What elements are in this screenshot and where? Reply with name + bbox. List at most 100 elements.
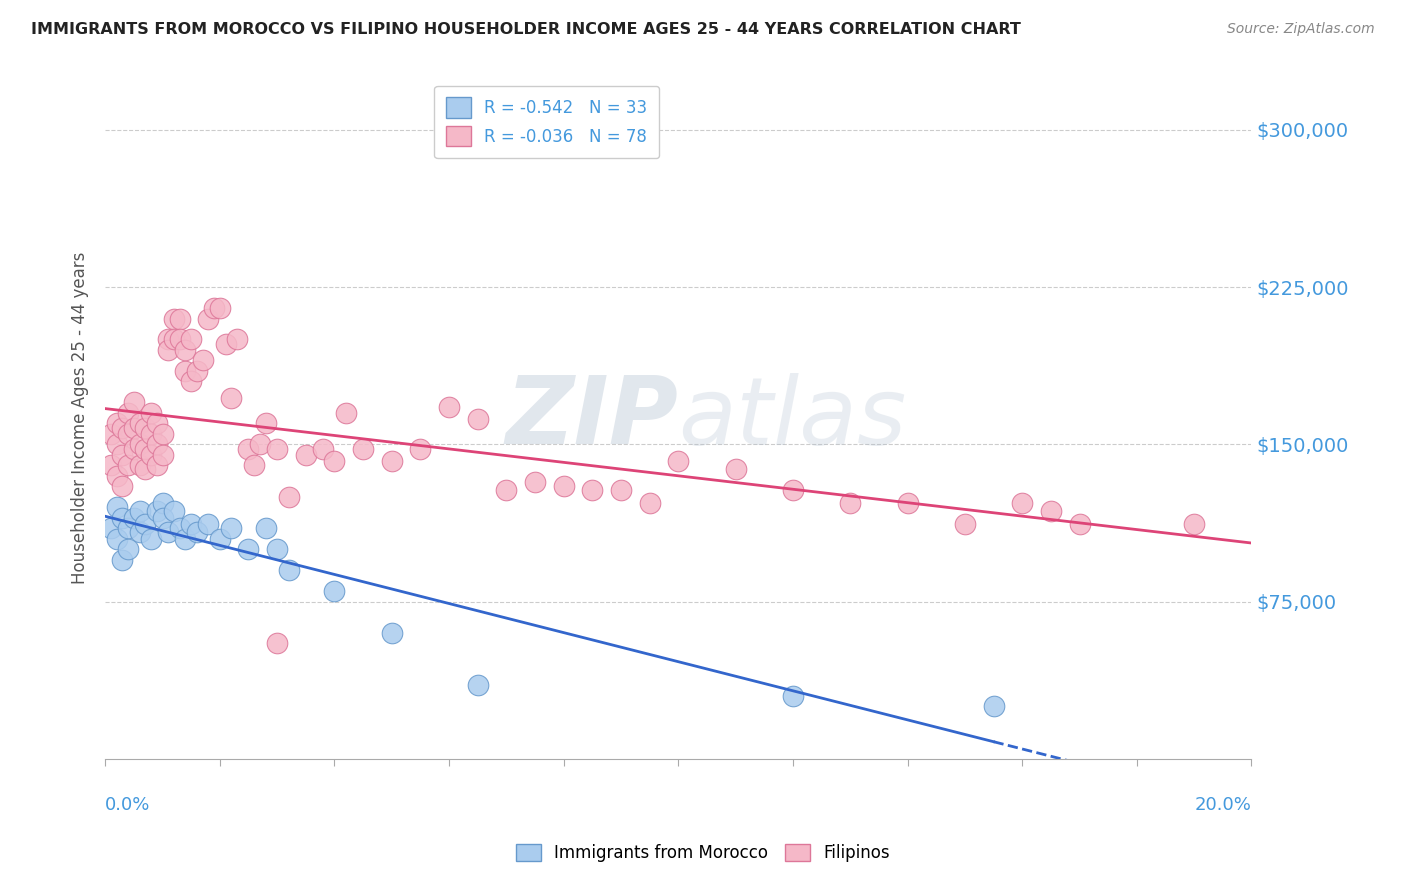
Point [180,333,202,347]
Point [467,412,489,426]
Text: ZIP: ZIP [506,372,678,464]
Point [117,426,139,441]
Point [180,375,202,389]
Point [163,333,186,347]
Point [666,454,689,468]
Point [122,510,145,524]
Point [105,468,128,483]
Point [186,525,208,540]
Point [122,442,145,456]
Point [1011,496,1033,510]
Point [1039,504,1062,518]
Text: 0.0%: 0.0% [105,797,150,814]
Point [134,516,156,531]
Point [226,333,249,347]
Point [782,689,804,703]
Point [152,496,174,510]
Point [139,532,162,546]
Point [105,532,128,546]
Point [163,311,186,326]
Text: Source: ZipAtlas.com: Source: ZipAtlas.com [1227,22,1375,37]
Point [117,542,139,557]
Point [128,458,150,473]
Point [983,699,1005,714]
Point [169,333,191,347]
Point [122,420,145,434]
Point [335,406,357,420]
Point [152,448,174,462]
Point [100,458,122,473]
Point [111,510,134,524]
Point [312,442,335,456]
Point [214,336,236,351]
Point [208,532,231,546]
Point [202,301,225,315]
Text: atlas: atlas [678,373,907,464]
Point [197,516,219,531]
Point [146,458,169,473]
Point [146,504,169,518]
Point [437,400,460,414]
Point [117,521,139,535]
Point [323,454,346,468]
Y-axis label: Householder Income Ages 25 - 44 years: Householder Income Ages 25 - 44 years [72,252,89,584]
Point [277,563,299,577]
Point [197,311,219,326]
Point [100,521,122,535]
Point [221,521,243,535]
Point [208,301,231,315]
Point [610,483,633,498]
Point [139,406,162,420]
Point [381,626,404,640]
Point [1069,516,1091,531]
Point [782,483,804,498]
Point [139,448,162,462]
Text: IMMIGRANTS FROM MOROCCO VS FILIPINO HOUSEHOLDER INCOME AGES 25 - 44 YEARS CORREL: IMMIGRANTS FROM MOROCCO VS FILIPINO HOUS… [31,22,1021,37]
Point [221,391,243,405]
Point [157,525,180,540]
Point [352,442,374,456]
Point [495,483,517,498]
Point [1182,516,1205,531]
Point [243,458,266,473]
Point [134,442,156,456]
Point [295,448,318,462]
Point [152,426,174,441]
Point [953,516,976,531]
Point [169,311,191,326]
Point [122,395,145,409]
Point [111,479,134,493]
Point [111,448,134,462]
Point [146,437,169,451]
Point [105,417,128,431]
Point [254,417,277,431]
Point [186,364,208,378]
Point [134,462,156,476]
Point [191,353,214,368]
Point [128,504,150,518]
Legend: Immigrants from Morocco, Filipinos: Immigrants from Morocco, Filipinos [508,836,898,871]
Point [152,510,174,524]
Point [266,442,288,456]
Point [266,542,288,557]
Point [105,437,128,451]
Point [839,496,862,510]
Point [157,343,180,357]
Point [409,442,432,456]
Point [128,417,150,431]
Point [581,483,603,498]
Point [157,333,180,347]
Point [277,490,299,504]
Point [266,636,288,650]
Point [638,496,661,510]
Point [323,584,346,599]
Point [174,343,197,357]
Point [111,420,134,434]
Point [897,496,920,510]
Point [134,420,156,434]
Point [111,552,134,566]
Point [128,437,150,451]
Point [163,504,186,518]
Point [180,516,202,531]
Point [467,678,489,692]
